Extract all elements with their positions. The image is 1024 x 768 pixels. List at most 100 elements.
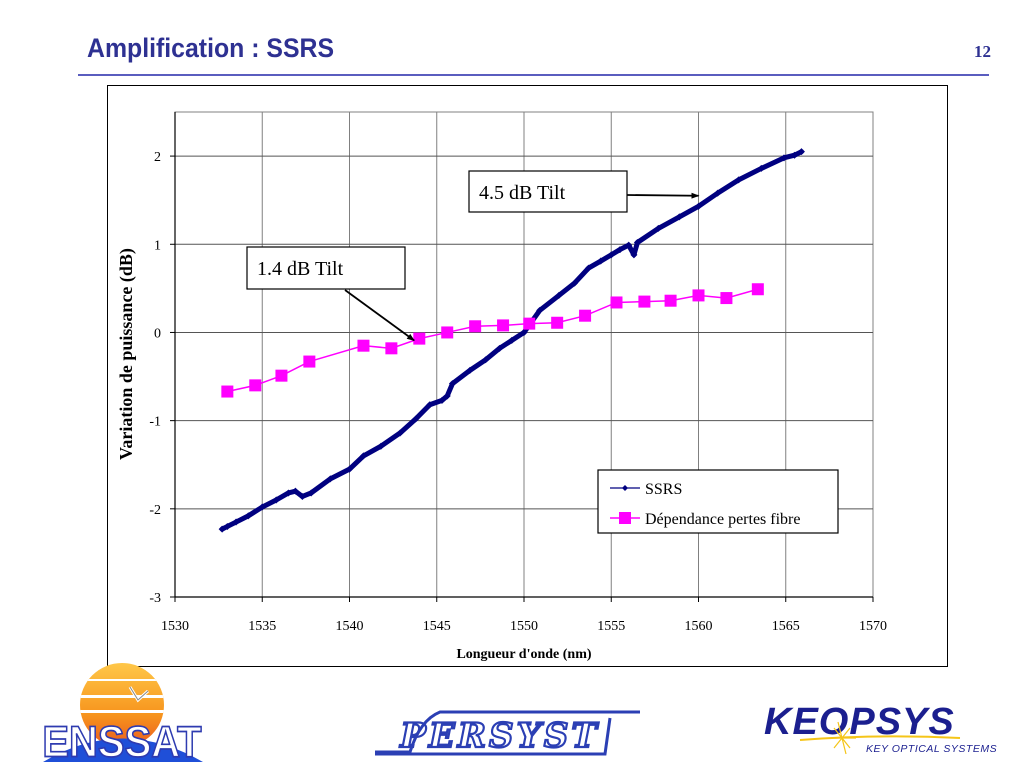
chart-ticks: 1530 1535 1540 1545 1550 1555 1560 1565 1570 -3 -2… [149,150,887,634]
ssrs-point [616,246,624,254]
y-tick-label: -2 [149,503,161,518]
fibre-point [638,295,651,308]
annotation-text: 4.5 dB Tilt [479,182,566,204]
ssrs-point [520,328,528,336]
ssrs-point [326,475,334,483]
ssrs-point [496,344,504,352]
ssrs-point [597,257,605,265]
x-tick-label: 1565 [772,619,800,634]
ssrs-point [607,251,615,259]
y-tick-label: -3 [149,591,161,606]
x-tick-label: 1545 [423,619,451,634]
fibre-point [579,309,592,322]
fibre-point [692,289,705,302]
ssrs-point [508,336,516,344]
ssrs-point [448,380,456,388]
annotation-text: 1.4 dB Tilt [257,258,344,280]
chart-annotations: 4.5 dB Tilt 1.4 dB Tilt [246,170,700,342]
fibre-point [221,385,234,398]
ssrs-point [735,176,743,184]
ssrs-point [466,366,474,374]
annotation-arrow [626,192,700,199]
x-tick-label: 1540 [336,619,364,634]
fibre-point [497,319,510,332]
ssrs-point [555,291,563,299]
ssrs-point [232,518,240,526]
fibre-point [275,369,288,382]
x-tick-label: 1535 [248,619,276,634]
ssrs-point [412,415,420,423]
fibre-point [551,316,564,329]
y-tick-label: -1 [149,415,161,430]
ssrs-point [714,189,722,197]
keopsys-tagline: KEY OPTICAL SYSTEMS [866,743,997,755]
chart-series [218,148,805,533]
slide-title: Amplification : SSRS [87,33,335,63]
x-tick-label: 1560 [685,619,713,634]
legend-fibre-label: Dépendance pertes fibre [645,511,800,528]
x-tick-label: 1550 [510,619,538,634]
ssrs-point [291,487,299,495]
ssrs-point [396,429,404,437]
ssrs-point [346,465,353,473]
enssat-logo: ENSSAT [42,663,203,765]
ssrs-point [675,213,683,221]
ssrs-point [443,392,451,400]
ssrs-point [585,264,593,272]
persyst-logo-text: PERSYST [399,716,599,756]
ssrs-point [359,452,367,460]
ssrs-point [218,525,226,533]
fibre-point [385,342,398,355]
fibre-line [227,288,759,393]
ssrs-point [284,489,292,497]
ssrs-point [377,442,385,450]
persyst-logo: PERSYST [375,710,640,757]
x-tick-label: 1530 [161,619,189,634]
legend-fibre-marker [619,512,631,524]
fibre-point [441,326,454,339]
ssrs-point [258,503,266,511]
ssrs-point [695,202,702,210]
enssat-logo-text: ENSSAT [42,717,202,765]
legend-box [597,469,839,534]
ssrs-point [223,522,231,530]
y-tick-label: 0 [154,326,161,341]
ssrs-point [298,492,306,500]
fibre-point [751,283,764,296]
x-tick-label: 1555 [597,619,625,634]
ssrs-point [438,396,446,404]
legend-ssrs-marker [622,485,628,491]
ssrs-point [633,239,641,247]
legend-ssrs-label: SSRS [645,481,682,498]
y-axis-label: Variation de puissance (dB) [116,248,137,460]
fibre-point [469,320,482,333]
ssrs-point [654,224,662,232]
annotation-box [246,246,406,290]
fibre-point [664,294,677,307]
x-axis-label: Longueur d'onde (nm) [456,647,591,662]
ssrs-point [757,164,765,172]
fibre-point [610,296,623,309]
ssrs-point [780,154,788,162]
ssrs-point [797,148,805,156]
ssrs-point [426,401,434,409]
ssrs-point [244,512,252,520]
fibre-point [249,379,262,392]
annotation-box [468,170,628,213]
keopsys-logo: KEOPSYS KEY OPTICAL SYSTEMS [764,701,997,755]
y-tick-label: 2 [154,150,161,165]
ssrs-point [630,251,638,259]
page-number: 12 [974,42,991,61]
x-tick-label: 1570 [859,619,887,634]
ssrs-point [482,356,490,364]
y-tick-label: 1 [154,238,161,253]
fibre-point [413,332,426,345]
title-divider [78,74,989,76]
fibre-point [357,339,370,352]
ssrs-point [625,241,633,249]
ssrs-point [790,151,798,159]
fibre-point [523,317,536,330]
ssrs-point [272,496,280,504]
fibre-point [303,355,316,368]
